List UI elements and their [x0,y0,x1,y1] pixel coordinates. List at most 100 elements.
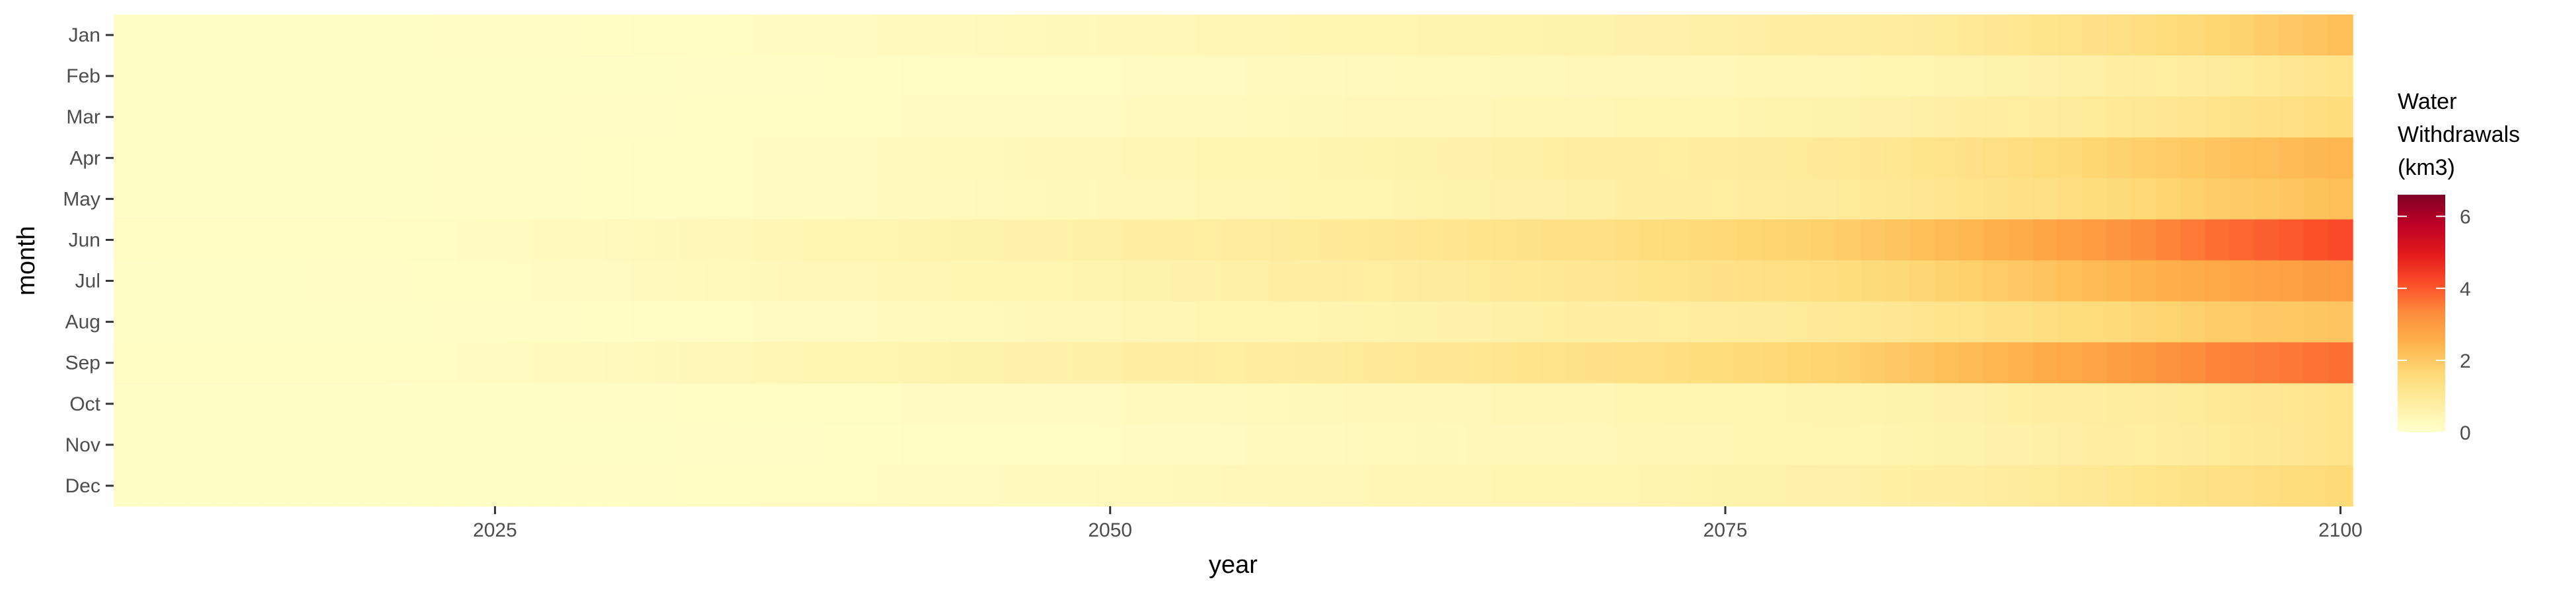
heatmap-cell [1417,15,1443,56]
heatmap-cell [2057,301,2083,343]
heatmap-cell [630,301,656,343]
heatmap-cell [2180,424,2206,466]
heatmap-cell [2106,219,2132,261]
heatmap-cell [630,383,656,425]
heatmap-cell [1270,96,1295,138]
heatmap-cell [409,465,434,507]
heatmap-cell [1245,260,1271,302]
heatmap-cell [1639,342,1664,384]
heatmap-cell [1024,260,1050,302]
heatmap-cell [803,465,828,507]
heatmap-cell [2229,424,2255,466]
heatmap-cell [1393,96,1418,138]
heatmap-cell [1639,301,1664,343]
heatmap-cell [679,424,705,466]
legend-colorbar [2398,195,2445,432]
heatmap-cell [1147,96,1172,138]
heatmap-cell [1393,55,1418,97]
heatmap-cell [704,96,729,138]
heatmap-cell [901,342,926,384]
heatmap-cell [753,383,779,425]
heatmap-cell [1343,55,1369,97]
y-tick-label: Apr [69,147,100,169]
heatmap-cell [1024,424,1050,466]
heatmap-cell [2205,219,2231,261]
heatmap-cell [1713,178,1738,220]
heatmap-cell [974,342,1000,384]
heatmap-cell [1811,260,1837,302]
heatmap-cell [285,342,311,384]
heatmap-cell [2229,15,2255,56]
heatmap-cell [236,383,262,425]
heatmap-cell [187,219,213,261]
heatmap-cell [310,55,336,97]
heatmap-cell [1073,465,1098,507]
heatmap-cell [1491,15,1517,56]
heatmap-cell [1319,301,1345,343]
heatmap-cell [901,55,926,97]
heatmap-cell [236,219,262,261]
heatmap-cell [532,55,557,97]
heatmap-cell [1737,219,1763,261]
heatmap-cell [2254,342,2279,384]
legend-tick-label: 2 [2460,350,2471,372]
heatmap-cell [655,96,680,138]
heatmap-cell [1663,465,1689,507]
heatmap-cell [999,15,1024,56]
heatmap-cell [901,96,926,138]
heatmap-cell [1860,465,1886,507]
heatmap-cell [1048,137,1074,179]
heatmap-cell [1958,137,1984,179]
heatmap-cell [507,465,532,507]
heatmap-cell [630,55,656,97]
heatmap-cell [556,55,582,97]
heatmap-cell [1639,219,1664,261]
heatmap-cell [2254,219,2279,261]
heatmap-cell [556,96,582,138]
heatmap-cell [1319,260,1345,302]
heatmap-cell [1590,178,1616,220]
heatmap-cell [606,178,631,220]
heatmap-cell [335,96,361,138]
heatmap-cell [1663,383,1689,425]
heatmap-cell [827,383,853,425]
heatmap-cell [1860,260,1886,302]
heatmap-cell [777,260,803,302]
heatmap-cell [1270,219,1295,261]
heatmap-cell [729,465,754,507]
heatmap-cell [1393,260,1418,302]
heatmap-cell [482,219,508,261]
heatmap-cell [2155,96,2181,138]
heatmap-cell [1147,301,1172,343]
heatmap-cell [1590,465,1616,507]
heatmap-cell [2328,424,2353,466]
heatmap-cell [1787,219,1812,261]
heatmap-cell [2303,137,2329,179]
y-tick-label: Feb [66,65,100,87]
heatmap-cell [187,55,213,97]
heatmap-cell [630,178,656,220]
heatmap-cell [1516,465,1542,507]
heatmap-cell [1540,96,1566,138]
heatmap-cell [1393,301,1418,343]
heatmap-cell [458,137,483,179]
heatmap-cell [2180,301,2206,343]
heatmap-cell [359,55,385,97]
heatmap-cell [1024,137,1050,179]
heatmap-cell [606,55,631,97]
heatmap-cell [901,260,926,302]
heatmap-cell [827,301,853,343]
heatmap-cell [950,342,976,384]
heatmap-cell [1098,178,1123,220]
heatmap-cell [851,15,877,56]
heatmap-cell [803,260,828,302]
heatmap-cell [285,55,311,97]
heatmap-cell [310,301,336,343]
heatmap-cell [1098,260,1123,302]
heatmap-cell [1024,96,1050,138]
heatmap-cell [1836,342,1861,384]
heatmap-cell [1196,260,1221,302]
heatmap-cell [1466,96,1492,138]
heatmap-cell [1958,301,1984,343]
heatmap-cell [384,465,410,507]
